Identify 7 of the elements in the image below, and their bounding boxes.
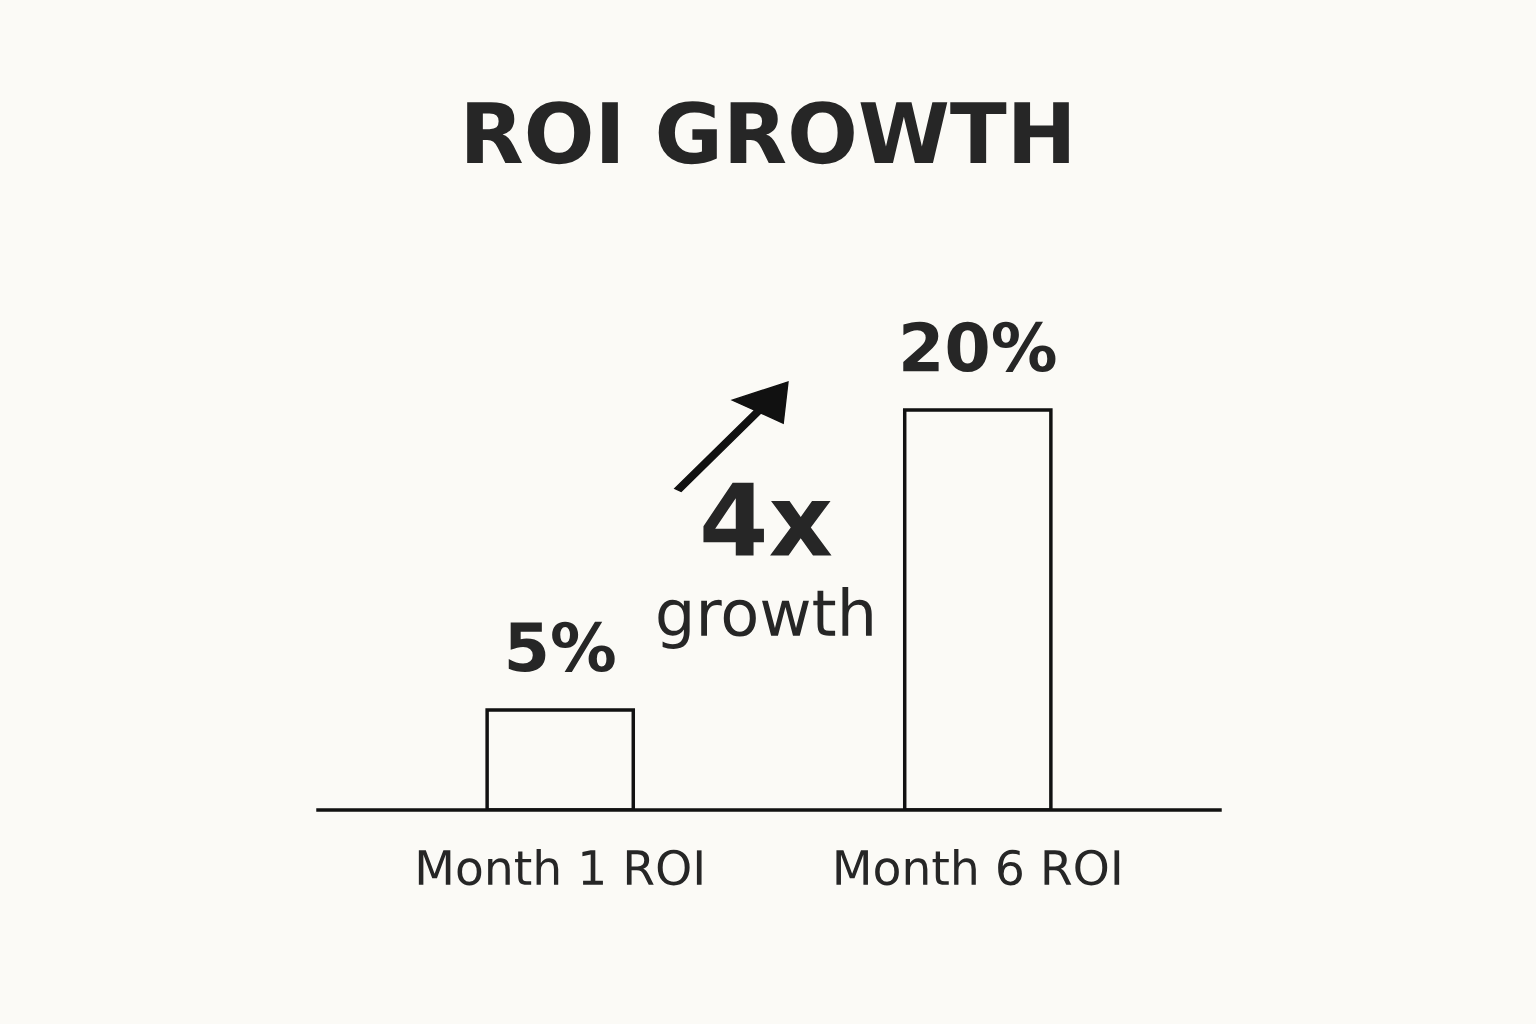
annotation: 4x: [703, 482, 832, 556]
x-tick-label: Month 1 ROI: [418, 848, 702, 886]
chart-title: ROI GROWTH: [467, 101, 1069, 165]
data-label: 5%: [508, 621, 615, 673]
x-tick-label: Month 6 ROI: [836, 848, 1120, 886]
annotation: growth: [658, 587, 872, 649]
data-label: 20%: [903, 321, 1056, 373]
